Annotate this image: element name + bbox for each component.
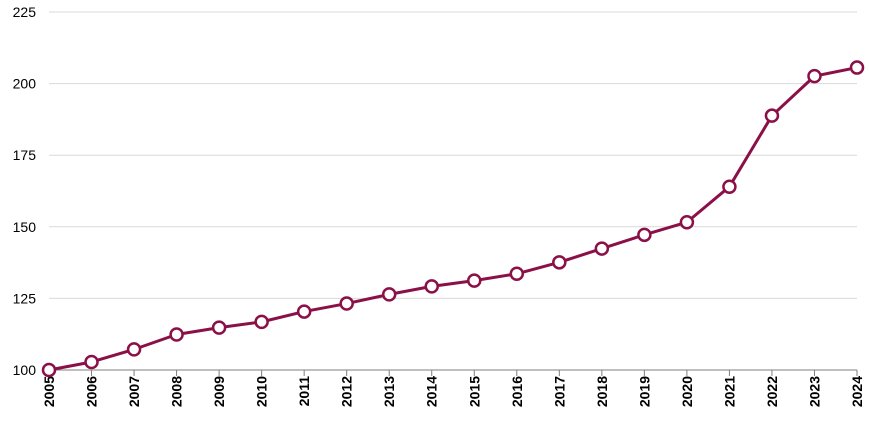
y-tick-label: 175	[13, 147, 37, 163]
data-point	[764, 108, 780, 123]
x-tick-label: 2006	[84, 376, 100, 407]
x-tick-label: 2011	[296, 376, 312, 407]
y-axis-tick-labels: 100 125 150 175 200 225	[13, 4, 37, 378]
data-point	[424, 279, 439, 294]
x-tick-label: 2017	[551, 376, 567, 407]
x-tick-label: 2010	[254, 376, 270, 407]
y-tick-label: 100	[13, 362, 37, 378]
gridlines	[49, 11, 857, 299]
series-layer	[41, 60, 865, 378]
data-point	[679, 214, 695, 230]
data-point	[339, 296, 354, 311]
data-point	[509, 266, 525, 282]
data-point	[849, 60, 865, 75]
x-tick-label: 2005	[41, 376, 57, 407]
x-tick-label: 2024	[849, 376, 865, 407]
x-tick-label: 2022	[764, 376, 780, 407]
data-point	[807, 68, 822, 84]
data-point	[296, 304, 312, 319]
data-point	[594, 241, 610, 256]
x-tick-label: 2023	[806, 376, 822, 407]
x-tick-label: 2018	[594, 376, 610, 407]
data-point	[41, 362, 57, 378]
y-tick-label: 150	[13, 219, 37, 235]
x-tick-label: 2012	[339, 376, 355, 407]
x-tick-label: 2013	[381, 376, 397, 407]
x-tick-label: 2009	[211, 376, 227, 407]
x-axis: 2005 2006 2007 2008 2009 2010 2011 2012 2013 2014…	[41, 369, 865, 407]
data-point	[169, 327, 184, 342]
x-tick-label: 2019	[636, 376, 652, 407]
x-tick-label: 2021	[721, 376, 737, 407]
y-tick-label: 200	[13, 76, 37, 92]
x-tick-label: 2007	[126, 376, 142, 407]
data-point	[381, 287, 397, 302]
x-tick-label: 2020	[679, 376, 695, 407]
data-point	[126, 342, 142, 357]
y-tick-label: 125	[13, 290, 37, 306]
x-tick-label: 2008	[169, 376, 185, 407]
data-point	[552, 255, 567, 270]
y-tick-label: 225	[13, 4, 37, 20]
data-point	[254, 314, 269, 330]
x-tick-label: 2015	[466, 376, 482, 407]
data-point	[637, 227, 652, 243]
data-point	[722, 179, 737, 194]
data-point	[84, 354, 99, 370]
data-point	[467, 273, 482, 288]
series-line	[47, 66, 859, 372]
x-tick-label: 2016	[509, 376, 525, 407]
data-point	[211, 320, 227, 335]
x-tick-label: 2014	[424, 376, 440, 407]
